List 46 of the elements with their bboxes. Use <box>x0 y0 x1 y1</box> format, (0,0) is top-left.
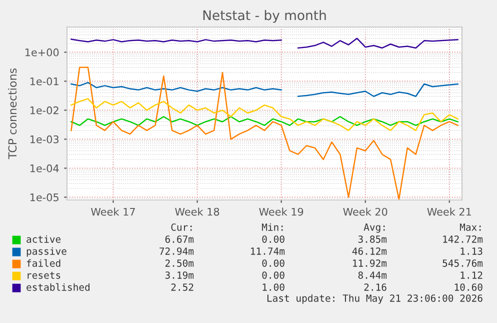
legend-label: failed <box>26 259 60 267</box>
text: Min: <box>262 223 283 231</box>
text: 2.16 <box>364 283 386 291</box>
text: 6.67m <box>165 235 194 243</box>
legend-label: passive <box>26 247 66 257</box>
text: 0.00 <box>262 235 284 243</box>
legend-label: active <box>26 235 61 243</box>
chart-title: Netstat - by month <box>203 10 326 23</box>
text: 72.94m <box>160 247 194 255</box>
text: 11.74m <box>251 248 285 255</box>
text: 1.13 <box>460 247 482 255</box>
line-series <box>70 66 458 200</box>
y-axis-title: TCP connections <box>8 68 17 160</box>
text: 3.19m <box>165 271 194 279</box>
text: 2.50m <box>165 259 194 267</box>
x-tick-label: Week 19 <box>259 208 304 216</box>
y-tick-label: 1e-03 <box>30 135 59 144</box>
y-tick-label: 1e+00 <box>25 48 59 56</box>
x-tick-label: Week 17 <box>91 208 135 216</box>
text: 1.12 <box>460 271 482 279</box>
line-series <box>70 98 458 132</box>
y-tick-label: 1e-02 <box>30 106 58 114</box>
text: 10.60 <box>454 283 482 291</box>
x-tick-label: Week 20 <box>343 208 388 216</box>
y-tick-label: 1e-01 <box>30 77 58 86</box>
text: 1.00 <box>262 283 284 291</box>
text: 11.92m <box>353 259 387 267</box>
text: 545.76m <box>442 259 483 267</box>
x-tick-label: Week 18 <box>175 208 220 216</box>
text: 46.12m <box>352 247 387 255</box>
text: Avg: <box>364 224 385 233</box>
text: Cur: <box>171 223 192 231</box>
text: 0.00 <box>262 271 284 279</box>
line-series <box>70 116 458 126</box>
y-tick-label: 1e-05 <box>30 193 58 202</box>
y-tick-label: 1e-04 <box>30 164 59 172</box>
text: Last update: Thu May 21 23:06:00 2026 <box>267 294 482 304</box>
text: 2.52 <box>171 283 194 291</box>
text: 3.85m <box>358 235 387 243</box>
text: Max: <box>460 224 481 231</box>
text: 142.72m <box>443 235 483 243</box>
text: 0.00 <box>262 259 284 267</box>
text: 8.44m <box>358 271 387 279</box>
legend-label: resets <box>28 272 60 279</box>
legend-label: established <box>26 283 90 291</box>
x-tick-label: Week 21 <box>427 208 471 216</box>
